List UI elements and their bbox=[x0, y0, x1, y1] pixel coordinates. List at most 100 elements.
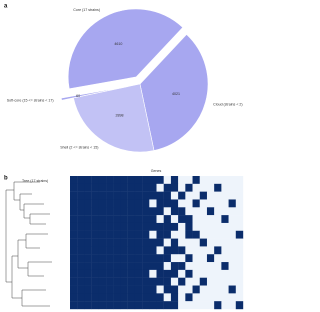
heatmap-cell bbox=[106, 293, 114, 302]
heatmap-cell bbox=[178, 215, 186, 224]
heatmap-cell bbox=[113, 199, 121, 208]
heatmap-cell bbox=[178, 199, 186, 208]
heatmap-cell bbox=[70, 183, 78, 192]
heatmap-cell bbox=[199, 301, 208, 310]
panel-label: b bbox=[4, 176, 8, 182]
heatmap-cell bbox=[134, 207, 143, 216]
heatmap-cell bbox=[98, 293, 107, 302]
heatmap-cell bbox=[127, 183, 136, 192]
heatmap-cell bbox=[106, 238, 114, 247]
heatmap-cell bbox=[77, 277, 85, 286]
heatmap-cell bbox=[127, 215, 136, 224]
value-label: 4610 bbox=[114, 42, 122, 46]
heatmap-cell bbox=[185, 262, 193, 271]
heatmap-cell bbox=[192, 183, 200, 192]
heatmap-cell bbox=[120, 269, 128, 278]
heatmap-title: Genes bbox=[151, 169, 162, 173]
heatmap-cell bbox=[70, 230, 78, 239]
tree-label: Tree (17 strains) bbox=[22, 179, 48, 183]
heatmap-cell bbox=[235, 269, 244, 278]
heatmap-cell bbox=[192, 215, 200, 224]
heatmap-cell bbox=[178, 183, 186, 192]
heatmap-cell bbox=[192, 246, 200, 255]
heatmap-cell bbox=[156, 183, 164, 192]
heatmap-cell bbox=[149, 269, 157, 278]
heatmap-cell bbox=[228, 269, 236, 278]
heatmap-cell bbox=[235, 238, 244, 247]
heatmap-cell bbox=[134, 285, 143, 294]
heatmap-cell bbox=[178, 301, 186, 310]
heatmap-cell bbox=[221, 285, 229, 294]
heatmap-cell bbox=[120, 199, 128, 208]
heatmap-cell bbox=[84, 262, 92, 271]
heatmap-cell bbox=[163, 215, 172, 224]
heatmap-cell bbox=[221, 301, 229, 310]
heatmap-cell bbox=[106, 215, 114, 224]
heatmap-cell bbox=[113, 285, 121, 294]
heatmap-cell bbox=[149, 207, 157, 216]
heatmap-cell bbox=[214, 176, 222, 185]
heatmap-cell bbox=[235, 199, 244, 208]
heatmap-cell bbox=[170, 246, 179, 255]
heatmap-cell bbox=[134, 222, 143, 231]
heatmap-cell bbox=[91, 254, 100, 263]
pie-slice bbox=[60, 85, 129, 101]
heatmap-cell bbox=[235, 277, 244, 286]
heatmap-cell bbox=[170, 262, 179, 271]
heatmap-cell bbox=[106, 246, 114, 255]
heatmap-cell bbox=[214, 254, 222, 263]
pie-slice bbox=[73, 83, 155, 153]
heatmap-cell bbox=[185, 215, 193, 224]
heatmap-cell bbox=[206, 301, 215, 310]
heatmap-cell bbox=[134, 293, 143, 302]
heatmap-cell bbox=[214, 199, 222, 208]
heatmap-cell bbox=[199, 238, 208, 247]
heatmap-cell bbox=[170, 254, 179, 263]
heatmap-cell bbox=[70, 277, 78, 286]
heatmap-cell bbox=[199, 254, 208, 263]
heatmap-cell bbox=[113, 254, 121, 263]
heatmap-cell bbox=[235, 191, 244, 200]
heatmap-cell bbox=[156, 215, 164, 224]
heatmap-cell bbox=[142, 238, 150, 247]
heatmap-cell bbox=[228, 199, 236, 208]
heatmap-cell bbox=[113, 301, 121, 310]
heatmap-cell bbox=[106, 199, 114, 208]
heatmap-cell bbox=[120, 183, 128, 192]
heatmap-cell bbox=[192, 254, 200, 263]
heatmap-cell bbox=[134, 238, 143, 247]
heatmap-cell bbox=[98, 207, 107, 216]
heatmap-cell bbox=[228, 246, 236, 255]
value-label: 60 bbox=[76, 94, 80, 98]
heatmap-cell bbox=[221, 199, 229, 208]
heatmap-cell bbox=[206, 183, 215, 192]
heatmap-cell bbox=[127, 269, 136, 278]
heatmap-cell bbox=[134, 191, 143, 200]
heatmap-cell bbox=[98, 230, 107, 239]
heatmap-cell bbox=[178, 285, 186, 294]
heatmap-cell bbox=[113, 293, 121, 302]
heatmap-cell bbox=[199, 191, 208, 200]
heatmap-cell bbox=[149, 230, 157, 239]
heatmap-cell bbox=[185, 301, 193, 310]
heatmap-cell bbox=[70, 301, 78, 310]
heatmap-cell bbox=[70, 293, 78, 302]
heatmap-cell bbox=[77, 215, 85, 224]
heatmap-cell bbox=[91, 183, 100, 192]
heatmap-cell bbox=[163, 207, 172, 216]
heatmap-cell bbox=[84, 176, 92, 185]
heatmap-cell bbox=[149, 246, 157, 255]
heatmap-cell bbox=[70, 199, 78, 208]
heatmap-cell bbox=[163, 199, 172, 208]
heatmap-cell bbox=[221, 254, 229, 263]
heatmap-cell bbox=[163, 269, 172, 278]
heatmap-cell bbox=[84, 207, 92, 216]
heatmap-cell bbox=[192, 222, 200, 231]
heatmap-cell bbox=[178, 176, 186, 185]
heatmap-cell bbox=[84, 191, 92, 200]
heatmap-cell bbox=[206, 222, 215, 231]
heatmap-cell bbox=[192, 230, 200, 239]
heatmap-cell bbox=[98, 254, 107, 263]
heatmap-cell bbox=[192, 269, 200, 278]
heatmap-cell bbox=[149, 285, 157, 294]
